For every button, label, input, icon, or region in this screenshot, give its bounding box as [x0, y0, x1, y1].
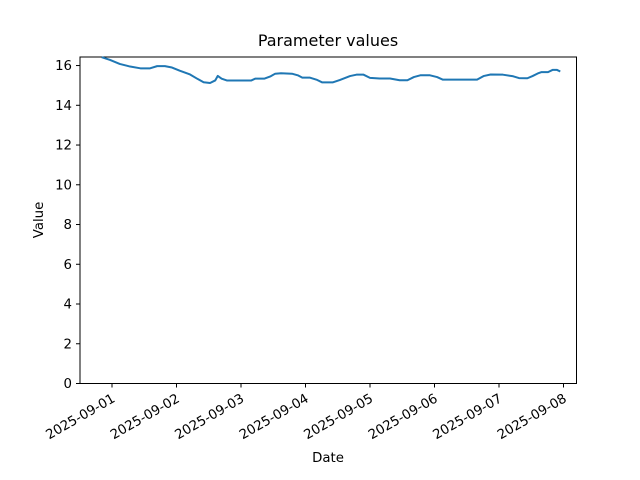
data-line — [101, 56, 561, 85]
y-tick-label: 0 — [64, 377, 72, 392]
y-tick-label: 12 — [55, 139, 72, 154]
y-tick-label: 2 — [64, 337, 72, 352]
plot-area: 2025-09-012025-09-022025-09-032025-09-04… — [44, 56, 577, 443]
x-tick-label: 2025-09-05 — [302, 391, 376, 443]
x-tick-label: 2025-09-04 — [237, 391, 311, 443]
y-tick-label: 6 — [64, 258, 72, 273]
y-tick-label: 14 — [55, 99, 72, 114]
x-tick-label: 2025-09-01 — [44, 391, 118, 443]
chart-title: Parameter values — [258, 31, 398, 50]
x-tick-label: 2025-09-08 — [495, 391, 569, 443]
x-tick-label: 2025-09-02 — [108, 391, 182, 443]
x-axis-label: Date — [312, 451, 344, 466]
y-tick-label: 10 — [55, 178, 72, 193]
x-tick-label: 2025-09-06 — [366, 391, 440, 443]
x-tick-label: 2025-09-03 — [173, 391, 247, 443]
y-tick-label: 8 — [64, 218, 72, 233]
y-axis-label: Value — [32, 202, 47, 239]
y-tick-label: 4 — [64, 298, 72, 313]
x-tick-label: 2025-09-07 — [431, 391, 505, 443]
y-tick-label: 16 — [55, 59, 72, 74]
axes-spines — [79, 56, 577, 384]
